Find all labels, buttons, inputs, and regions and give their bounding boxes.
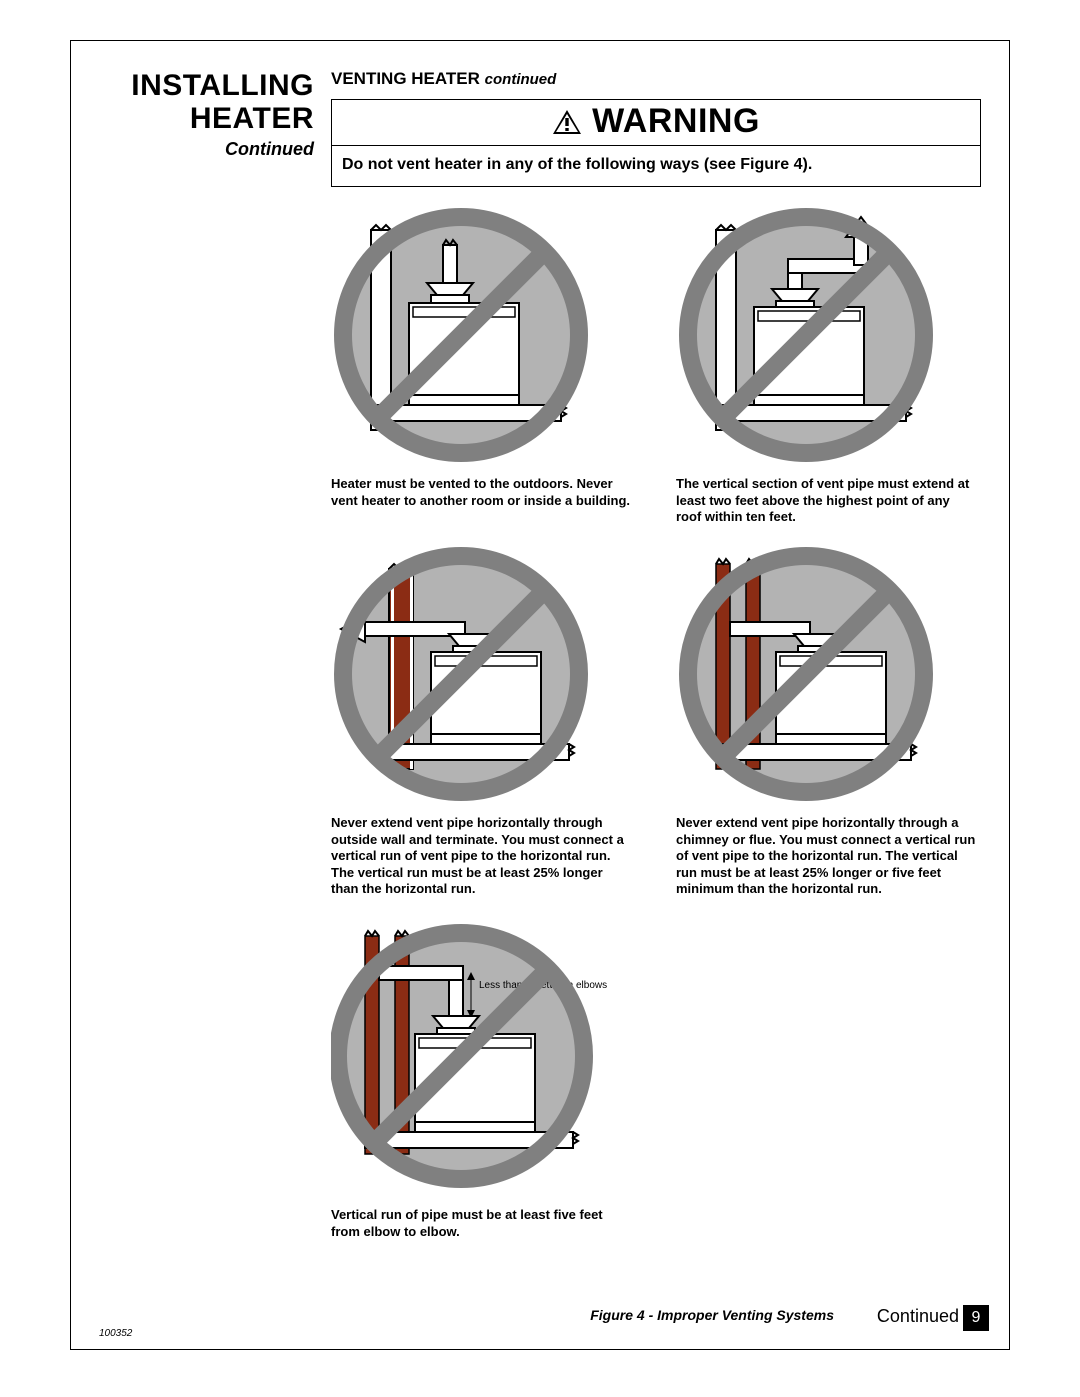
diagram-cell-2: The vertical section of vent pipe must e… [676,205,976,526]
warning-body: Do not vent heater in any of the followi… [332,146,980,186]
diagram-2-svg [676,205,936,465]
warning-icon [552,109,582,135]
diagram-cell-1: Heater must be vented to the outdoors. N… [331,205,631,526]
diagram-2-caption: The vertical section of vent pipe must e… [676,476,976,526]
diagram-cell-5: Less than 5' between elbows Vertical run… [331,916,631,1240]
continued-bottom: Continued [877,1306,959,1327]
diagram-5-svg: Less than 5' between elbows [331,916,631,1196]
diagram-cell-3: Never extend vent pipe horizontally thro… [331,544,631,898]
sidebar-title-line1: INSTALLING [131,69,314,102]
figure-caption: Figure 4 - Improper Venting Systems [590,1307,834,1323]
page-number: 9 [963,1305,989,1331]
sidebar-continued: Continued [99,139,314,160]
warning-label: WARNING [592,102,760,141]
page-frame: INSTALLING HEATER Continued VENTING HEAT… [70,40,1010,1350]
diagram-cell-4: Never extend vent pipe horizontally thro… [676,544,976,898]
diagram-grid: Heater must be vented to the outdoors. N… [331,205,981,1240]
diagram-1-svg [331,205,591,465]
main-content: VENTING HEATER continued WARNING Do not … [331,69,981,1240]
diagram-3-caption: Never extend vent pipe horizontally thro… [331,815,631,898]
diagram-4-svg [676,544,936,804]
diagram-4-caption: Never extend vent pipe horizontally thro… [676,815,976,898]
warning-box: WARNING Do not vent heater in any of the… [331,99,981,187]
warning-header: WARNING [332,100,980,146]
diagram-1-caption: Heater must be vented to the outdoors. N… [331,476,631,509]
sidebar-title: INSTALLING HEATER [99,69,314,135]
section-title: VENTING HEATER [331,69,480,88]
diagram-5-caption: Vertical run of pipe must be at least fi… [331,1207,631,1240]
doc-number: 100352 [99,1328,132,1339]
sidebar-title-line2: HEATER [190,102,314,135]
section-header: VENTING HEATER continued [331,69,981,89]
page: INSTALLING HEATER Continued VENTING HEAT… [0,0,1080,1397]
section-continued: continued [485,71,557,88]
diagram-3-svg [331,544,591,804]
sidebar: INSTALLING HEATER Continued [99,69,314,160]
